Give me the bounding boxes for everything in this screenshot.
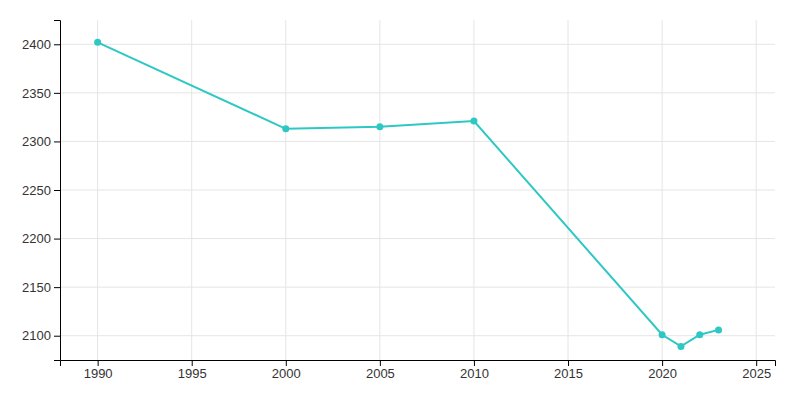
data-point: [715, 326, 722, 333]
tick: 2200: [22, 231, 60, 246]
tick: 2350: [22, 86, 60, 101]
tick: 2025: [742, 360, 771, 381]
tick: 1990: [84, 360, 113, 381]
x-axis: 1990 1995 2000 2005 2010 2015 2020 2025: [61, 360, 776, 381]
tick-mark: [474, 360, 475, 366]
grid-line: [60, 190, 775, 191]
tick-label: 2005: [366, 366, 395, 381]
data-point: [659, 331, 666, 338]
chart: 1990 1995 2000 2005 2010 2015 2020 2025 2100 2150…: [0, 0, 800, 400]
data-point: [94, 39, 101, 46]
tick: 2010: [460, 360, 489, 381]
data-point: [282, 125, 289, 132]
tick-label: 2300: [22, 134, 51, 149]
tick-label: 2250: [22, 183, 51, 198]
tick: 1995: [178, 360, 207, 381]
tick-label: 2000: [272, 366, 301, 381]
grid-line: [60, 335, 775, 336]
data-point: [696, 331, 703, 338]
grid-line: [60, 238, 775, 239]
tick-mark: [192, 360, 193, 366]
tick-label: 1990: [84, 366, 113, 381]
tick-label: 2100: [22, 328, 51, 343]
tick-label: 1995: [178, 366, 207, 381]
tick: 2400: [22, 37, 60, 52]
tick-mark: [54, 44, 60, 45]
tick: 2020: [648, 360, 677, 381]
tick-label: 2015: [554, 366, 583, 381]
tick: 2250: [22, 183, 60, 198]
tick-mark: [54, 190, 60, 191]
tick: 2100: [22, 328, 60, 343]
tick-label: 2150: [22, 280, 51, 295]
tick: 2300: [22, 134, 60, 149]
tick-mark: [54, 141, 60, 142]
grid-line: [60, 141, 775, 142]
tick-label: 2200: [22, 231, 51, 246]
tick-mark: [98, 360, 99, 366]
tick: 2150: [22, 280, 60, 295]
tick-mark: [286, 360, 287, 366]
tick-mark: [54, 336, 60, 337]
y-axis: 2100 2150 2200 2250 2300 2350 2400: [22, 21, 60, 361]
tick-mark: [54, 287, 60, 288]
tick-label: 2010: [460, 366, 489, 381]
tick: 2015: [554, 360, 583, 381]
grid-line: [60, 287, 775, 288]
tick-label: 2400: [22, 37, 51, 52]
tick-mark: [662, 360, 663, 366]
tick-mark: [380, 360, 381, 366]
tick-mark: [568, 360, 569, 366]
data-point: [376, 123, 383, 130]
tick-label: 2350: [22, 86, 51, 101]
tick: 2005: [366, 360, 395, 381]
axis-line: [54, 21, 61, 361]
plot-area: [94, 39, 722, 350]
tick: 2000: [272, 360, 301, 381]
tick-mark: [54, 239, 60, 240]
tick-label: 2025: [742, 366, 771, 381]
data-line: [98, 42, 719, 346]
grid-line: [60, 92, 775, 93]
axis-line: [61, 361, 776, 367]
grid-line: [60, 44, 775, 45]
tick-label: 2020: [648, 366, 677, 381]
tick-mark: [756, 360, 757, 366]
tick-mark: [54, 93, 60, 94]
data-point: [677, 343, 684, 350]
grid: [60, 20, 775, 360]
data-point: [470, 118, 477, 125]
